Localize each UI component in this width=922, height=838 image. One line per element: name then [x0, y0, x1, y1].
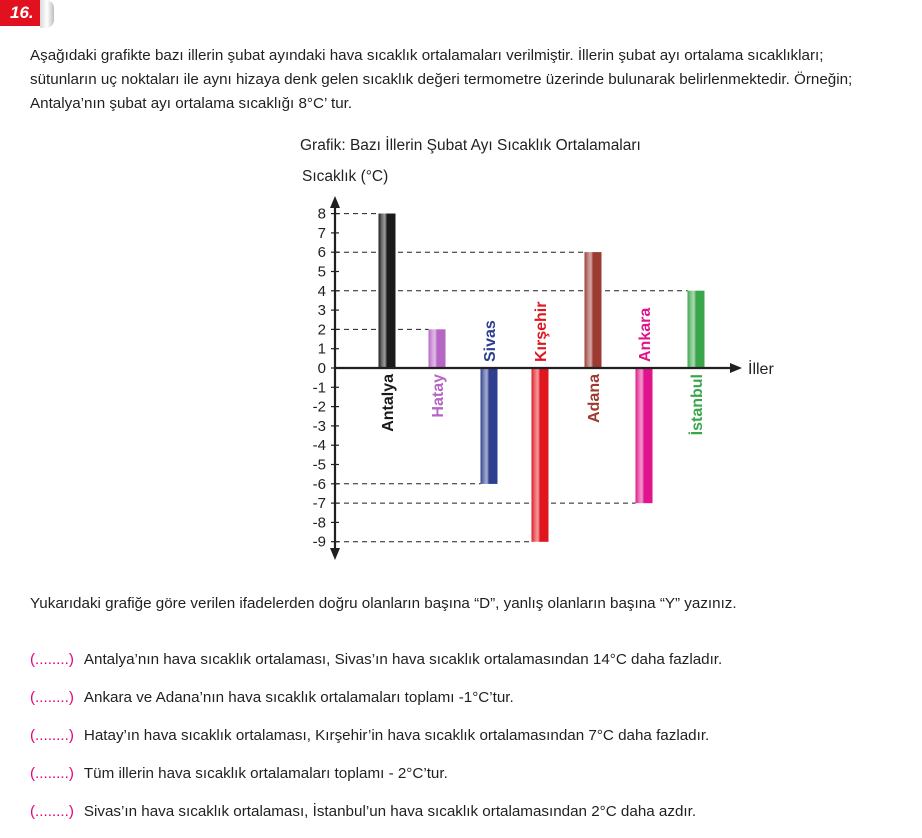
chart-y-axis-label: Sıcaklık (°C) [302, 168, 389, 185]
bar-shine [378, 213, 396, 368]
statement-text: Sivas’ın hava sıcaklık ortalaması, İstan… [83, 803, 697, 820]
x-axis-label: İller [748, 359, 774, 378]
y-axis-arrow-down [330, 548, 340, 560]
statement-text: Ankara ve Adana’nın hava sıcaklık ortala… [83, 689, 514, 706]
y-tick-label: -8 [313, 514, 326, 531]
answer-blank[interactable]: (........) [30, 803, 74, 820]
answer-blank[interactable]: (........) [30, 765, 74, 782]
page-curl-decoration [40, 0, 54, 28]
category-label-Kırşehir: Kırşehir [533, 302, 550, 362]
y-tick-label: -4 [313, 437, 326, 454]
y-tick-label: 4 [318, 283, 326, 300]
statement-2: (........) Ankara ve Adana’nın hava sıcak… [30, 689, 514, 706]
category-label-Sivas: Sivas [482, 320, 499, 362]
y-tick-label: 8 [318, 206, 326, 223]
statement-1: (........) Antalya’nın hava sıcaklık orta… [30, 651, 722, 668]
question-instructions: Yukarıdaki grafiğe göre verilen ifadeler… [30, 595, 737, 612]
category-label-Adana: Adana [586, 374, 603, 423]
category-label-Antalya: Antalya [380, 374, 397, 432]
answer-blank[interactable]: (........) [30, 689, 74, 706]
chart-title: Grafik: Bazı İllerin Şubat Ayı Sıcaklık … [300, 137, 641, 154]
y-tick-label: 0 [318, 360, 326, 377]
y-tick-label: -7 [313, 495, 326, 512]
statement-3: (........) Hatay’ın hava sıcaklık ortalam… [30, 727, 709, 744]
y-tick-label: -1 [313, 379, 326, 396]
y-tick-label: 5 [318, 264, 326, 281]
category-label-Ankara: Ankara [637, 308, 654, 362]
answer-blank[interactable]: (........) [30, 727, 74, 744]
y-tick-label: 3 [318, 302, 326, 319]
question-number-badge: 16. [0, 0, 56, 30]
y-tick-label: -6 [313, 476, 326, 493]
bar-shine [428, 329, 446, 368]
bar-shine [635, 368, 653, 504]
y-axis-arrow-up [330, 196, 340, 208]
statement-text: Antalya’nın hava sıcaklık ortalaması, Si… [83, 651, 723, 668]
bar-shine [480, 368, 498, 484]
answer-blank[interactable]: (........) [30, 651, 74, 668]
y-tick-label: -2 [313, 399, 326, 416]
bar-shine [584, 252, 602, 368]
intro-paragraph: Aşağıdaki grafikte bazı illerin şubat ay… [30, 47, 853, 112]
bar-shine [531, 368, 549, 542]
statement-text: Hatay’ın hava sıcaklık ortalaması, Kırşe… [83, 727, 710, 744]
y-tick-label: -5 [313, 457, 326, 474]
question-number: 16. [0, 0, 44, 26]
bar-shine [687, 290, 705, 368]
statement-4: (........) Tüm illerin hava sıcaklık orta… [30, 765, 448, 782]
statement-text: Tüm illerin hava sıcaklık ortalamaları t… [83, 765, 448, 782]
x-axis-arrow [730, 363, 742, 373]
category-label-İstanbul: İstanbul [688, 374, 706, 435]
y-tick-label: 7 [318, 225, 326, 242]
statement-5: (........) Sivas’ın hava sıcaklık ortalam… [30, 803, 696, 820]
y-tick-label: 2 [318, 321, 326, 338]
y-tick-label: 1 [318, 341, 326, 358]
y-tick-label: 6 [318, 244, 326, 261]
category-label-Hatay: Hatay [430, 374, 447, 418]
y-tick-label: -9 [313, 534, 326, 551]
y-tick-label: -3 [313, 418, 326, 435]
